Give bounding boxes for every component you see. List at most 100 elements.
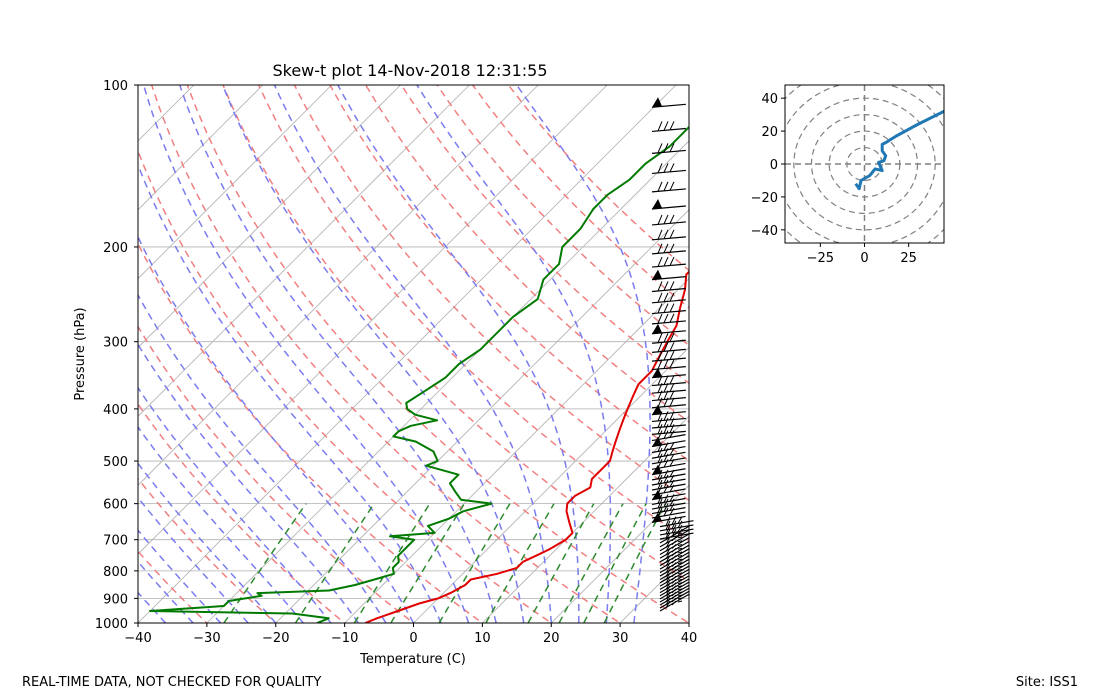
wind-barb-shaft bbox=[651, 424, 686, 429]
wind-barb-feather bbox=[657, 181, 663, 192]
wind-barb-feather bbox=[657, 430, 663, 440]
wind-barb-shaft bbox=[651, 511, 686, 519]
y-tick-label: 800 bbox=[103, 565, 128, 580]
isotherm-line bbox=[138, 85, 195, 142]
skewt-ticks: −40 −30 −20 −10 0 10 20 30 40 1000 900 800 700 600 500… bbox=[95, 79, 697, 646]
wind-barb-pennant bbox=[652, 436, 662, 447]
hodograph-y-tick-label: 40 bbox=[761, 92, 778, 107]
wind-barb-feather bbox=[663, 430, 669, 439]
x-tick-label: 40 bbox=[681, 631, 698, 646]
dry-adiabat bbox=[150, 85, 622, 623]
hodograph-rings bbox=[785, 85, 944, 243]
wind-barb-feather bbox=[677, 591, 683, 594]
wind-barb-feather bbox=[671, 591, 677, 597]
wind-barb-shaft bbox=[651, 310, 686, 315]
wind-barb-feather bbox=[663, 424, 669, 434]
wind-barb-feather bbox=[669, 229, 675, 239]
wind-barb-pennant bbox=[652, 97, 662, 108]
wind-barbs bbox=[651, 97, 694, 612]
wind-barb-feather bbox=[677, 520, 683, 528]
wind-barb-feather bbox=[663, 479, 669, 489]
wind-barb-shaft bbox=[651, 457, 686, 465]
wind-barb-shaft bbox=[659, 520, 694, 528]
wind-barb-feather bbox=[657, 243, 663, 254]
wind-barb-shaft bbox=[651, 339, 686, 344]
hodograph-line bbox=[854, 109, 944, 191]
wind-barb-feather bbox=[657, 292, 663, 303]
wind-barb-feather bbox=[663, 494, 669, 503]
wind-barb-feather bbox=[657, 121, 663, 132]
wind-barb-feather bbox=[669, 313, 675, 323]
wind-barb-feather bbox=[657, 474, 663, 485]
skewt-background-lines bbox=[138, 85, 689, 623]
hodograph-x-tick-label: 0 bbox=[860, 251, 868, 266]
wind-barb-feather bbox=[677, 544, 683, 547]
wind-barb-feather bbox=[663, 303, 669, 313]
wind-barb-feather bbox=[657, 359, 663, 370]
mixing-ratio-line bbox=[353, 503, 431, 623]
wind-barb-feather bbox=[657, 459, 663, 469]
wind-barb-feather bbox=[663, 243, 669, 254]
wind-barb-feather bbox=[671, 597, 677, 603]
wind-barb-feather bbox=[669, 303, 675, 313]
wind-barb-feather bbox=[671, 551, 677, 557]
dewpoint-profile-line bbox=[149, 125, 689, 623]
wind-barb-shaft bbox=[651, 299, 686, 304]
wind-barb-shaft bbox=[651, 497, 686, 506]
moist-adiabat bbox=[138, 235, 415, 623]
y-tick-label: 1000 bbox=[95, 617, 128, 632]
moist-adiabat bbox=[138, 529, 222, 623]
isotherm-line bbox=[138, 85, 402, 349]
wind-barb-feather bbox=[657, 256, 663, 267]
wind-barb-shaft bbox=[651, 473, 686, 481]
wind-barb-feather bbox=[669, 390, 675, 400]
wind-barb-feather bbox=[669, 442, 675, 450]
hodograph-trace bbox=[854, 109, 944, 191]
wind-barb-feather bbox=[663, 342, 669, 352]
wind-barb-pennant bbox=[652, 489, 662, 500]
wind-barb-pennant bbox=[652, 367, 662, 378]
wind-barb-feather bbox=[657, 342, 663, 353]
wind-barb-feather bbox=[663, 375, 669, 385]
wind-barb-feather bbox=[663, 163, 669, 173]
dry-adiabat bbox=[472, 85, 689, 309]
dry-adiabat bbox=[258, 85, 689, 542]
moist-adiabat bbox=[138, 425, 304, 623]
wind-barb-shaft bbox=[651, 417, 686, 423]
wind-barb-feather bbox=[669, 256, 675, 266]
x-tick-label: 30 bbox=[612, 631, 629, 646]
x-tick-label: 0 bbox=[409, 631, 417, 646]
wind-barb-feather bbox=[657, 484, 663, 495]
dry-adiabat bbox=[507, 85, 689, 272]
wind-barb-shaft bbox=[651, 483, 686, 491]
wind-barb-shaft bbox=[651, 348, 686, 353]
wind-barb-feather bbox=[663, 214, 669, 225]
wind-barb-feather bbox=[669, 359, 675, 369]
isotherm-line bbox=[481, 415, 689, 623]
dry-adiabat bbox=[365, 85, 689, 423]
wind-barb-feather bbox=[669, 121, 675, 131]
wind-barb-feather bbox=[663, 503, 669, 512]
isotherm-line bbox=[138, 85, 264, 211]
y-tick-label: 700 bbox=[103, 534, 128, 549]
wind-barb-feather bbox=[663, 350, 669, 361]
wind-barb-feather bbox=[669, 163, 675, 173]
wind-barb-shaft bbox=[659, 524, 694, 532]
dry-adiabat bbox=[138, 149, 553, 623]
wind-barb-shaft bbox=[651, 451, 686, 459]
wind-barb-feather bbox=[671, 565, 677, 571]
wind-barb-feather bbox=[677, 528, 683, 537]
dry-adiabat bbox=[138, 550, 208, 623]
mixing-ratio-line bbox=[390, 503, 466, 623]
wind-barb-feather bbox=[657, 469, 663, 480]
dry-adiabat bbox=[329, 85, 689, 462]
wind-barb-feather bbox=[669, 243, 675, 253]
wind-barb-shaft bbox=[651, 287, 686, 293]
moist-adiabat bbox=[138, 343, 360, 623]
wind-barb-feather bbox=[669, 143, 675, 153]
wind-barb-shaft bbox=[651, 169, 686, 175]
wind-barb-feather bbox=[669, 375, 675, 385]
wind-barb-feather bbox=[671, 540, 677, 546]
isotherm-line bbox=[138, 85, 608, 555]
wind-barb-feather bbox=[669, 333, 675, 342]
